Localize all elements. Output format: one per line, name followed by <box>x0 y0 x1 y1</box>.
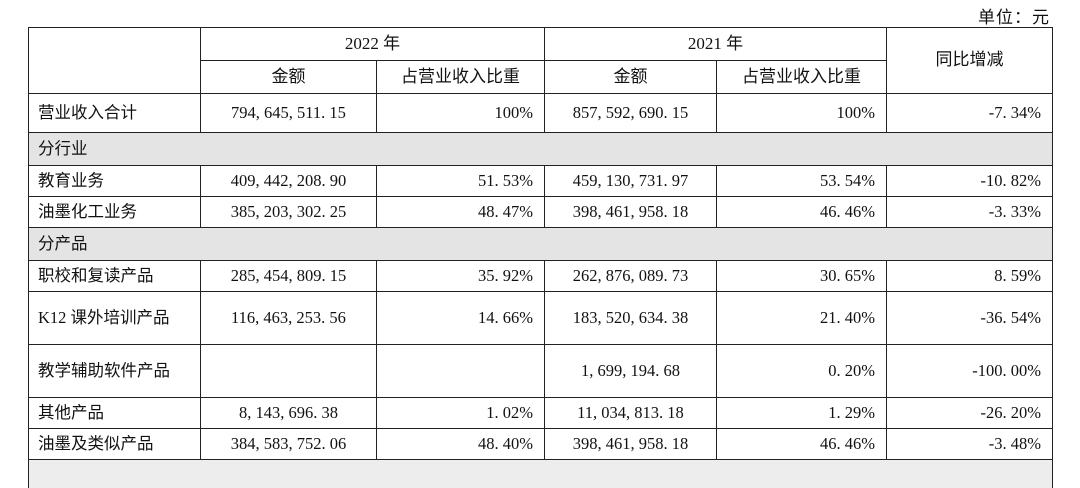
header-year-2022: 2022 年 <box>201 28 545 61</box>
proportion-2021: 46. 46% <box>717 429 887 460</box>
row-label: 职校和复读产品 <box>29 261 201 292</box>
header-proportion-2021: 占营业收入比重 <box>717 61 887 94</box>
table-row-education: 教育业务 409, 442, 208. 90 51. 53% 459, 130,… <box>29 166 1053 197</box>
revenue-breakdown-table: 2022 年 2021 年 同比增减 金额 占营业收入比重 金额 占营业收入比重… <box>28 27 1053 488</box>
yoy-change: -36. 54% <box>887 292 1053 345</box>
report-page: { "unit_label": "单位：元", "table": { "head… <box>0 0 1080 443</box>
yoy-change: -10. 82% <box>887 166 1053 197</box>
row-label: 教学辅助软件产品 <box>29 345 201 398</box>
proportion-2021: 21. 40% <box>717 292 887 345</box>
row-label: 油墨化工业务 <box>29 197 201 228</box>
amount-2021: 262, 876, 089. 73 <box>545 261 717 292</box>
amount-2021: 183, 520, 634. 38 <box>545 292 717 345</box>
amount-2022: 409, 442, 208. 90 <box>201 166 377 197</box>
proportion-2022: 14. 66% <box>377 292 545 345</box>
proportion-2022: 51. 53% <box>377 166 545 197</box>
header-amount-2021: 金额 <box>545 61 717 94</box>
row-label: K12 课外培训产品 <box>29 292 201 345</box>
yoy-change: -7. 34% <box>887 94 1053 133</box>
proportion-2021: 100% <box>717 94 887 133</box>
proportion-2021: 46. 46% <box>717 197 887 228</box>
yoy-change: -3. 33% <box>887 197 1053 228</box>
table-row-ink-similar: 油墨及类似产品 384, 583, 752. 06 48. 40% 398, 4… <box>29 429 1053 460</box>
header-year-2021: 2021 年 <box>545 28 887 61</box>
row-label: 其他产品 <box>29 398 201 429</box>
proportion-2022: 100% <box>377 94 545 133</box>
amount-2022 <box>201 345 377 398</box>
proportion-2022: 35. 92% <box>377 261 545 292</box>
row-label: 教育业务 <box>29 166 201 197</box>
section-label: 分产品 <box>29 228 1053 261</box>
table-row-total-revenue: 营业收入合计 794, 645, 511. 15 100% 857, 592, … <box>29 94 1053 133</box>
row-label: 油墨及类似产品 <box>29 429 201 460</box>
proportion-2021: 1. 29% <box>717 398 887 429</box>
amount-2022: 116, 463, 253. 56 <box>201 292 377 345</box>
amount-2022: 285, 454, 809. 15 <box>201 261 377 292</box>
proportion-2022: 1. 02% <box>377 398 545 429</box>
yoy-change: -26. 20% <box>887 398 1053 429</box>
section-row-by-product: 分产品 <box>29 228 1053 261</box>
amount-2021: 459, 130, 731. 97 <box>545 166 717 197</box>
header-yoy-change: 同比增减 <box>887 28 1053 94</box>
amount-2022: 8, 143, 696. 38 <box>201 398 377 429</box>
amount-2022: 385, 203, 302. 25 <box>201 197 377 228</box>
proportion-2022: 48. 47% <box>377 197 545 228</box>
section-label: 分行业 <box>29 133 1053 166</box>
cutoff-cell <box>29 460 1053 488</box>
section-row-by-industry: 分行业 <box>29 133 1053 166</box>
amount-2021: 1, 699, 194. 68 <box>545 345 717 398</box>
proportion-2022: 48. 40% <box>377 429 545 460</box>
proportion-2021: 30. 65% <box>717 261 887 292</box>
proportion-2021: 53. 54% <box>717 166 887 197</box>
yoy-change: -3. 48% <box>887 429 1053 460</box>
unit-label: 单位：元 <box>978 3 1050 28</box>
table-row-cutoff <box>29 460 1053 488</box>
amount-2021: 398, 461, 958. 18 <box>545 197 717 228</box>
yoy-change: -100. 00% <box>887 345 1053 398</box>
table-row-vocational: 职校和复读产品 285, 454, 809. 15 35. 92% 262, 8… <box>29 261 1053 292</box>
header-row-years: 2022 年 2021 年 同比增减 <box>29 28 1053 61</box>
amount-2021: 398, 461, 958. 18 <box>545 429 717 460</box>
table-row-ink-chemical: 油墨化工业务 385, 203, 302. 25 48. 47% 398, 46… <box>29 197 1053 228</box>
header-amount-2022: 金额 <box>201 61 377 94</box>
header-proportion-2022: 占营业收入比重 <box>377 61 545 94</box>
amount-2021: 857, 592, 690. 15 <box>545 94 717 133</box>
table-row-teaching-software: 教学辅助软件产品 1, 699, 194. 68 0. 20% -100. 00… <box>29 345 1053 398</box>
proportion-2022 <box>377 345 545 398</box>
table-row-other-products: 其他产品 8, 143, 696. 38 1. 02% 11, 034, 813… <box>29 398 1053 429</box>
amount-2021: 11, 034, 813. 18 <box>545 398 717 429</box>
amount-2022: 384, 583, 752. 06 <box>201 429 377 460</box>
amount-2022: 794, 645, 511. 15 <box>201 94 377 133</box>
header-empty-cell <box>29 28 201 94</box>
table-row-k12-training: K12 课外培训产品 116, 463, 253. 56 14. 66% 183… <box>29 292 1053 345</box>
proportion-2021: 0. 20% <box>717 345 887 398</box>
row-label: 营业收入合计 <box>29 94 201 133</box>
yoy-change: 8. 59% <box>887 261 1053 292</box>
